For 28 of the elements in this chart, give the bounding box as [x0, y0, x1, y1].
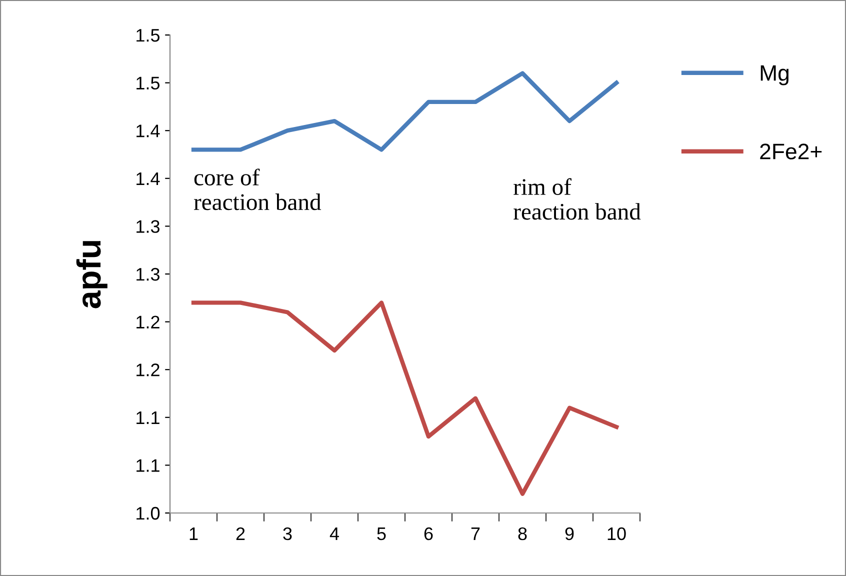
- line-series: [191, 300, 619, 496]
- y-tick-label: 1.4: [136, 124, 160, 138]
- y-tick-label: 1.4: [136, 172, 160, 185]
- y-tick-label: 1.2: [136, 316, 160, 328]
- y-tick-label: 1.0: [136, 506, 160, 520]
- x-tick-label: 6: [424, 527, 433, 540]
- x-tick-label: 1: [190, 528, 198, 540]
- x-tick-label: 3: [283, 527, 292, 540]
- x-tick-label: 8: [518, 527, 527, 540]
- annotation: rim of reaction band: [514, 178, 641, 220]
- y-tick-label: 1.3: [136, 220, 160, 233]
- y-tick-label: 1.5: [136, 76, 160, 90]
- x-tick-label: 7: [471, 528, 480, 540]
- line-series: [191, 71, 619, 152]
- y-axis-title: apfu: [76, 241, 108, 308]
- x-tick-label: 10: [608, 527, 626, 540]
- legend-label: Mg: [760, 65, 788, 86]
- y-tick-label: 1.2: [136, 364, 160, 376]
- x-tick-label: 9: [565, 527, 574, 540]
- y-tick-label: 1.1: [136, 412, 160, 424]
- y-tick-label: 1.5: [136, 29, 160, 42]
- x-tick-label: 4: [330, 528, 339, 540]
- y-tick-label: 1.1: [136, 459, 160, 472]
- x-tick-label: 2: [236, 527, 245, 540]
- x-tick-label: 5: [377, 528, 386, 540]
- annotation: core of reaction band: [194, 168, 322, 210]
- legend-label: 2Fe2+: [760, 144, 822, 160]
- y-tick-label: 1.3: [136, 268, 160, 281]
